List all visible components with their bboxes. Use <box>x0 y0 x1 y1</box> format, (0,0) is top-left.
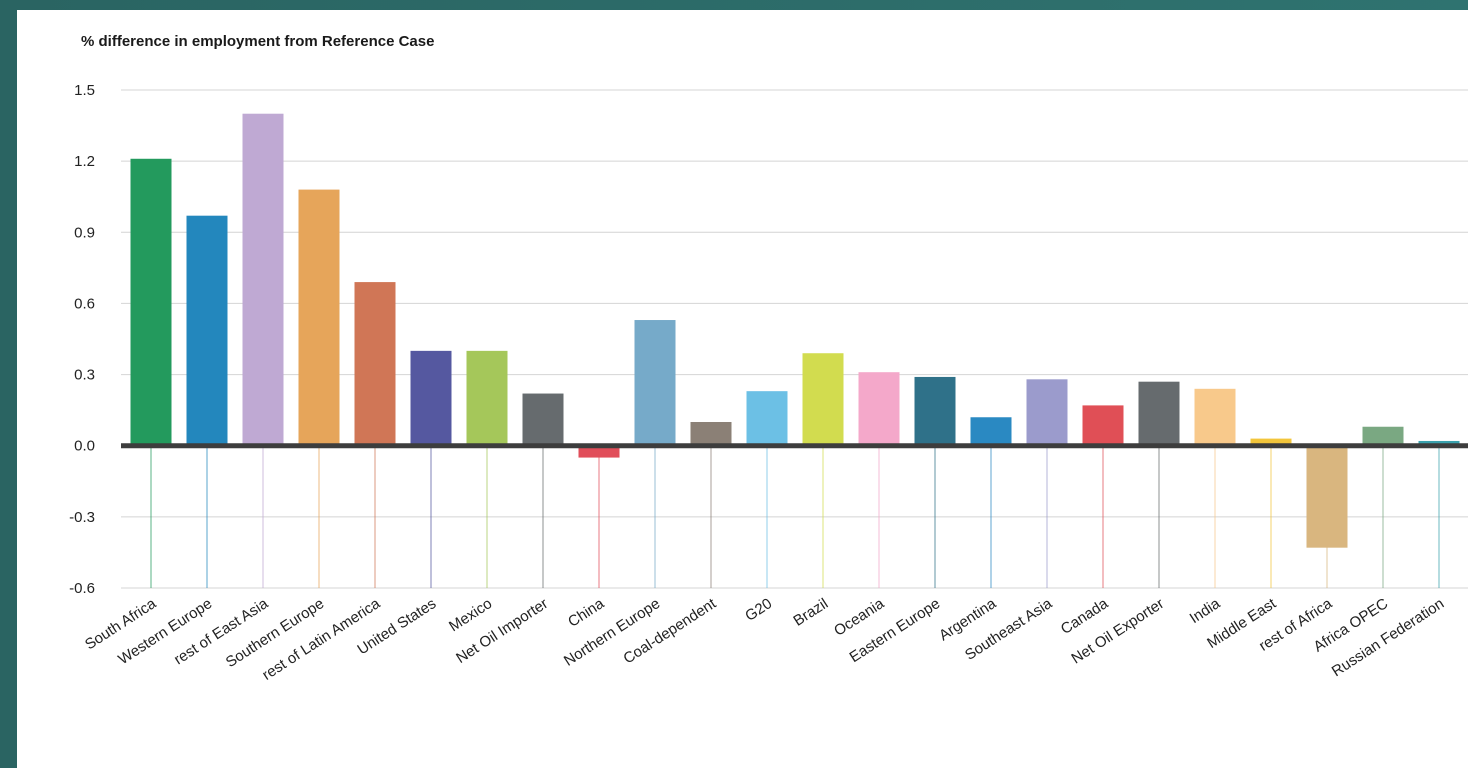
bar <box>1306 445 1348 548</box>
bar <box>634 320 676 446</box>
bar <box>1250 438 1292 446</box>
y-tick-label: 0.0 <box>74 438 95 455</box>
bar <box>1026 379 1068 446</box>
bar <box>858 372 900 446</box>
category-label: rest of East Asia <box>171 595 272 669</box>
bar <box>1138 381 1180 446</box>
bar <box>802 353 844 446</box>
category-label: Coal-dependent <box>620 595 719 668</box>
bar <box>186 215 228 446</box>
y-tick-label: 0.6 <box>74 295 95 312</box>
y-tick-label: 0.9 <box>74 224 95 241</box>
bar-chart: % difference in employment from Referenc… <box>69 33 1468 684</box>
bar <box>354 282 396 446</box>
bar <box>242 113 284 446</box>
bar <box>1362 426 1404 446</box>
bar <box>130 158 172 446</box>
category-label: Net Oil Exporter <box>1068 595 1167 667</box>
category-label: Western Europe <box>115 595 215 668</box>
category-label: G20 <box>742 595 775 625</box>
bar <box>746 391 788 446</box>
category-label: China <box>565 595 608 631</box>
category-label: Brazil <box>790 595 831 630</box>
bar <box>410 350 452 446</box>
bar <box>914 376 956 446</box>
y-tick-label: 0.3 <box>74 367 95 384</box>
bar <box>466 350 508 446</box>
bar <box>298 189 340 446</box>
y-tick-layer: 1.5 1.2 0.9 0.6 0.3 0.0 -0.3 -0.6 <box>69 82 95 597</box>
bar <box>1082 405 1124 446</box>
grid-layer <box>121 89 1468 589</box>
bar <box>578 445 620 458</box>
y-tick-label: 1.2 <box>74 153 95 170</box>
bar <box>690 422 732 446</box>
y-axis-label: % difference in employment from Referenc… <box>81 33 434 50</box>
y-tick-label: 1.5 <box>74 82 95 99</box>
bar-layer <box>130 113 1460 548</box>
chart-panel: % difference in employment from Referenc… <box>17 10 1468 768</box>
bar <box>970 417 1012 446</box>
category-label: India <box>1187 595 1224 627</box>
bar <box>522 393 564 446</box>
y-tick-label: -0.3 <box>69 509 95 526</box>
guide-layer <box>150 445 1440 588</box>
category-label: Northern Europe <box>561 595 663 670</box>
bar <box>1194 388 1236 446</box>
y-tick-label: -0.6 <box>69 580 95 597</box>
